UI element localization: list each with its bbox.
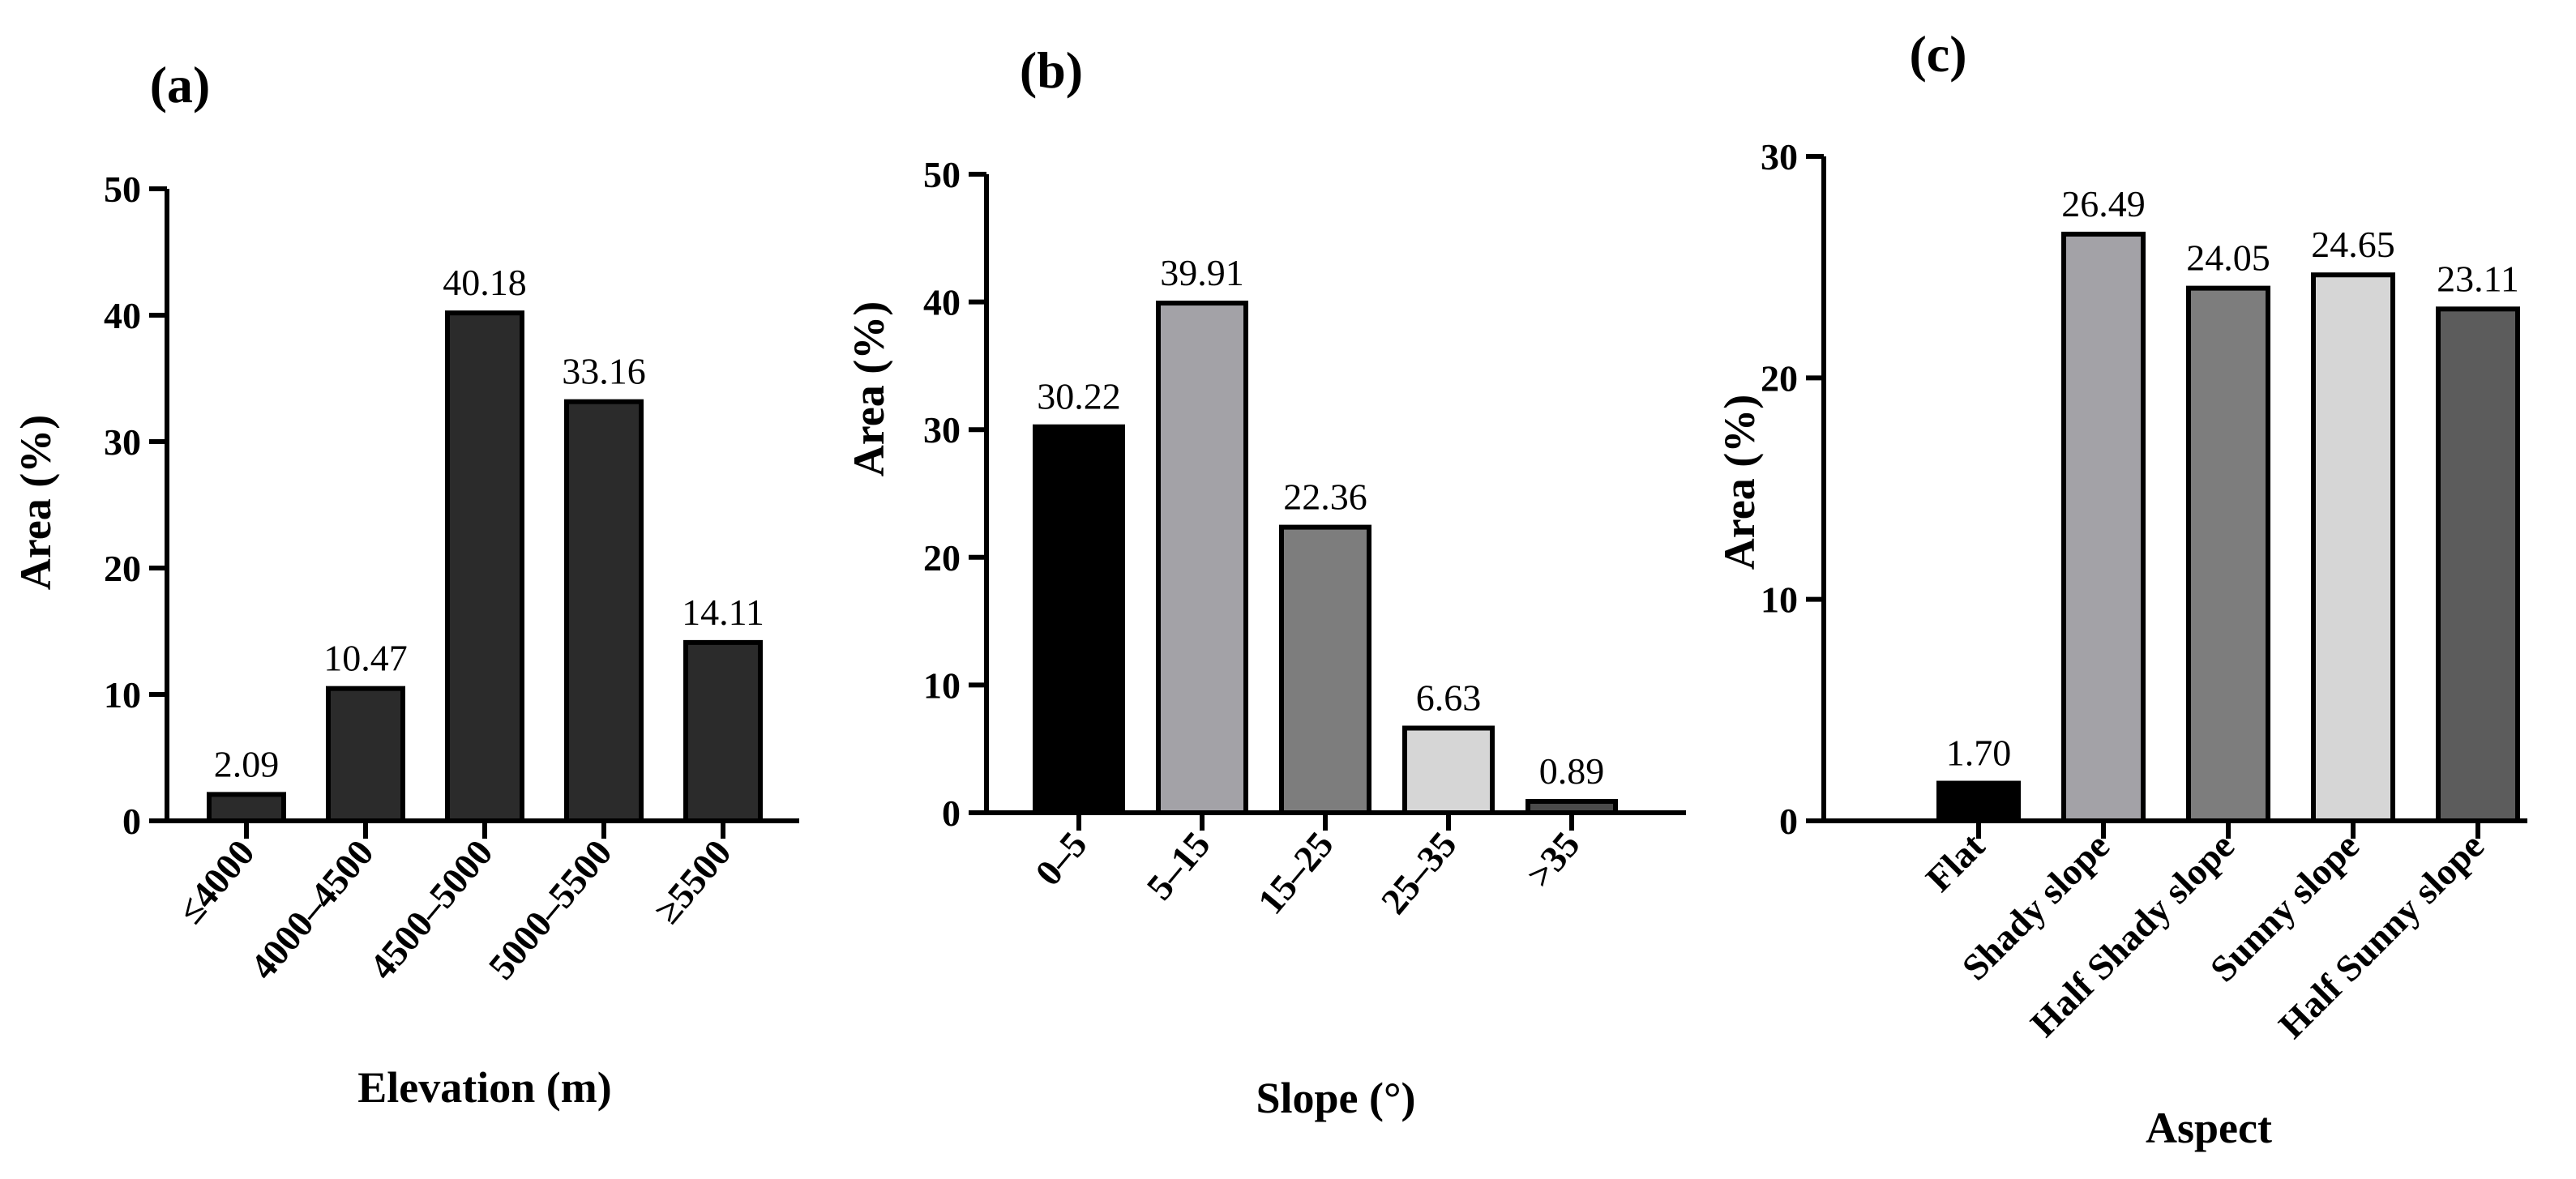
x-category-label: 25–35 (1373, 824, 1465, 922)
x-category-label: 15–25 (1250, 824, 1341, 922)
y-tick-label: 10 (923, 664, 961, 706)
y-tick-label: 0 (942, 792, 961, 834)
bar-value-label: 24.05 (2186, 237, 2270, 279)
bar (1525, 798, 1618, 815)
bar (445, 310, 524, 823)
y-tick-label: 10 (1761, 579, 1798, 621)
x-axis-title: Aspect (2146, 1104, 2272, 1152)
bar (1156, 301, 1248, 816)
y-tick-label: 0 (1779, 801, 1798, 842)
y-tick-label: 10 (104, 674, 141, 716)
y-tick-label: 30 (104, 421, 141, 463)
bar-value-label: 22.36 (1283, 476, 1367, 518)
bar-value-label: 24.65 (2311, 224, 2395, 265)
bar-value-label: 10.47 (323, 638, 408, 679)
x-axis-title: Slope (°) (1256, 1074, 1415, 1122)
bar-value-label: 30.22 (1037, 376, 1121, 417)
x-category-label: 4500–5000 (362, 832, 501, 987)
y-tick-label: 20 (923, 537, 961, 579)
x-category-label: >35 (1518, 824, 1587, 895)
y-tick-label: 20 (1761, 357, 1798, 399)
panel-label: (b) (1020, 41, 1083, 99)
y-tick-label: 0 (122, 801, 141, 842)
y-tick-label: 20 (104, 548, 141, 589)
bar (2436, 306, 2520, 823)
x-category-label: ≤4000 (169, 832, 262, 932)
bar (1936, 780, 2021, 823)
x-category-label: 4000–4500 (242, 832, 382, 987)
x-category-label: 5000–5500 (481, 832, 620, 987)
chart-panel-2: (b) 0 10 20 30 40 50 30.22 0–5 39.91 5–15 22.36 15–2… (845, 41, 1686, 1122)
bar (1033, 424, 1125, 815)
bar (2311, 272, 2395, 823)
bar-value-label: 39.91 (1160, 252, 1244, 293)
bar (1279, 524, 1371, 815)
panel-label: (c) (1909, 25, 1966, 83)
bar (2061, 231, 2146, 823)
y-axis-title: Area (%) (845, 301, 893, 476)
y-tick-label: 40 (923, 282, 961, 323)
bar (564, 399, 644, 824)
y-axis-title: Area (%) (1715, 395, 1764, 570)
y-tick-label: 50 (104, 169, 141, 210)
bar-value-label: 6.63 (1416, 677, 1482, 719)
y-tick-label: 30 (923, 409, 961, 451)
y-tick-label: 40 (104, 295, 141, 336)
y-axis-title: Area (%) (11, 415, 60, 590)
chart-panel-1: (a) 0 10 20 30 40 50 2.09 ≤4000 10.47 4000–4500 40.… (11, 56, 799, 1112)
bar (2186, 285, 2270, 823)
bar-value-label: 14.11 (682, 592, 764, 633)
bar (207, 792, 286, 823)
bar-value-label: 1.70 (1946, 733, 2012, 774)
x-category-label: ≥5500 (646, 832, 738, 932)
bar-value-label: 33.16 (562, 351, 646, 392)
y-tick-label: 30 (1761, 136, 1798, 177)
bar (326, 686, 405, 824)
bar-value-label: 26.49 (2061, 183, 2146, 224)
x-category-label: 0–5 (1027, 824, 1094, 894)
bar (1402, 725, 1495, 816)
bar-value-label: 0.89 (1539, 750, 1605, 792)
x-category-label: 5–15 (1138, 824, 1217, 908)
y-tick-label: 50 (923, 154, 961, 195)
panel-label: (a) (150, 56, 211, 113)
bar-value-label: 40.18 (443, 262, 527, 303)
x-axis-title: Elevation (m) (357, 1063, 611, 1112)
bar (683, 639, 763, 823)
bar-value-label: 23.11 (2437, 258, 2519, 299)
bar-value-label: 2.09 (214, 743, 280, 784)
x-category-label: Flat (1918, 825, 1993, 900)
